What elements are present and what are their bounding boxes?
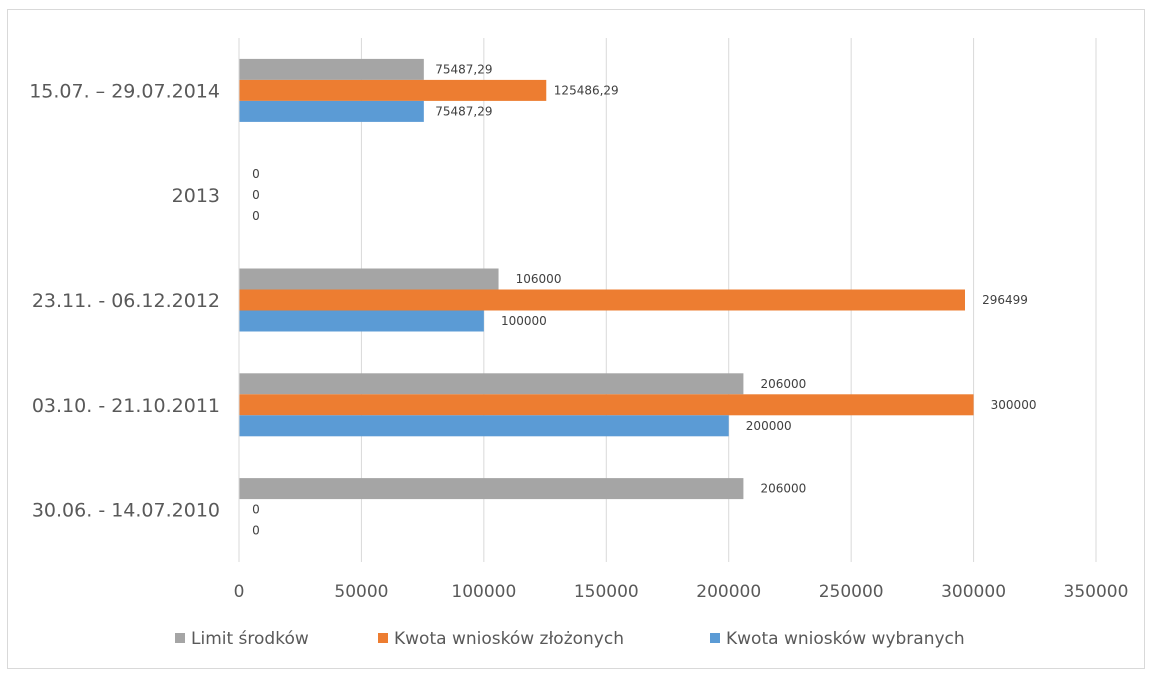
data-label: 75487,29 [435,62,492,76]
data-label: 100000 [501,314,547,328]
data-label: 206000 [760,377,806,391]
x-tick-label: 250000 [819,582,884,602]
x-tick-label: 150000 [574,582,639,602]
legend-swatch [378,633,388,643]
data-label: 125486,29 [554,83,619,97]
bar [239,58,424,80]
data-label: 200000 [746,419,792,433]
bar-layer [239,58,974,500]
data-label: 296499 [982,293,1028,307]
bar [239,415,729,437]
x-tick-label: 0 [234,582,245,602]
data-label: 206000 [760,482,806,496]
data-label: 0 [252,188,260,202]
category-label: 2013 [172,185,220,207]
bar [239,100,424,122]
label-layer: 206000 0 0 206000 300000 200000 106000 296499 10… [252,62,1036,537]
x-tick-label: 200000 [696,582,761,602]
category-label: 15.07. – 29.07.2014 [29,80,220,102]
legend-label: Kwota wniosków złożonych [394,629,624,649]
bar [239,310,484,332]
x-tick-label: 350000 [1064,582,1129,602]
data-label: 0 [252,503,260,517]
bar [239,79,547,101]
bar [239,373,744,395]
bar [239,268,499,290]
category-label: 30.06. - 14.07.2010 [32,500,220,522]
chart-frame [7,9,1145,669]
bar [239,289,965,311]
category-label: 23.11. - 06.12.2012 [32,290,220,312]
legend-label: Kwota wniosków wybranych [726,629,965,649]
legend-swatch [175,633,185,643]
legend-label: Limit środków [191,629,309,649]
data-label: 75487,29 [435,104,492,118]
bar [239,478,744,500]
data-label: 106000 [516,272,562,286]
data-label: 0 [252,209,260,223]
legend: Limit środków Kwota wniosków złożonych Kwo… [175,629,965,649]
legend-swatch [710,633,720,643]
data-label: 300000 [991,398,1037,412]
x-tick-label: 300000 [941,582,1006,602]
bar [239,394,974,416]
data-label: 0 [252,524,260,538]
x-tick-label: 100000 [451,582,516,602]
x-tick-label: 50000 [334,582,388,602]
category-label: 03.10. - 21.10.2011 [32,395,220,417]
axis-layer: 0 50000 100000 150000 200000 250000 300000 3500… [29,38,1128,602]
data-label: 0 [252,167,260,181]
